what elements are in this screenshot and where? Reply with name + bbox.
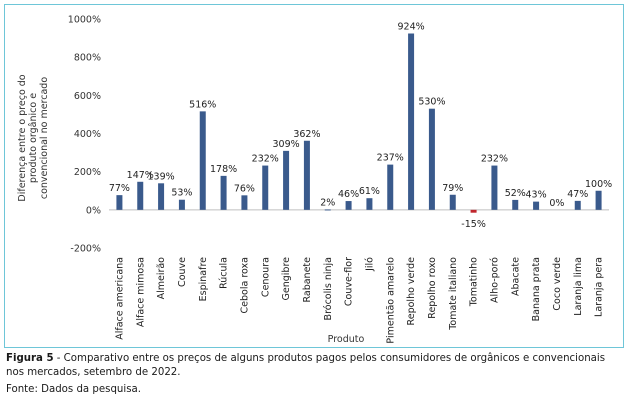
data-label: 53% <box>171 188 192 199</box>
data-label: 178% <box>210 164 237 175</box>
bar-12 <box>366 198 373 210</box>
data-label: 46% <box>338 189 359 200</box>
y-tick-label: 400% <box>74 129 101 140</box>
bar-0 <box>116 195 123 210</box>
bar-22 <box>574 200 581 210</box>
data-label: 237% <box>377 153 404 164</box>
y-axis-label: Diferença entre o preço doproduto orgâni… <box>17 74 50 201</box>
x-axis-label: Produto <box>328 334 365 345</box>
figure-caption: Figura 5 - Comparativo entre os preços d… <box>6 352 624 380</box>
x-tick-label: Jiló <box>364 257 375 272</box>
data-label: 147% <box>127 170 154 181</box>
bar-6 <box>241 195 248 210</box>
data-label: 232% <box>481 154 508 165</box>
data-label: 43% <box>526 190 547 201</box>
x-tick-label: Laranja lima <box>573 257 584 316</box>
x-tick-label: Abacate <box>510 257 521 296</box>
x-tick-label: Cebola roxa <box>239 257 250 313</box>
data-label: 47% <box>567 189 588 200</box>
bar-chart: 1000% 800% 600% 400% 200% 0% -200% Diferença en… <box>17 15 612 346</box>
x-tick-label: Alface americana <box>114 257 125 340</box>
bar-8 <box>283 150 290 210</box>
data-label: 52% <box>505 188 526 199</box>
data-label: 79% <box>442 183 463 194</box>
x-tick-label: Repolho roxo <box>427 257 438 319</box>
data-label: 77% <box>109 183 130 194</box>
x-tick-label: Alho-poró <box>489 257 500 303</box>
bar-13 <box>387 164 394 210</box>
x-tick-label: Pimentão amarelo <box>385 257 396 344</box>
y-tick-label: 1000% <box>68 15 101 26</box>
data-label: 100% <box>585 179 612 190</box>
bar-3 <box>178 199 185 210</box>
data-label: 2% <box>320 197 335 208</box>
bar-4 <box>199 111 206 210</box>
bar-18 <box>491 165 498 210</box>
data-label: 309% <box>272 139 299 150</box>
x-tick-label: Cenoura <box>260 257 271 297</box>
x-tick-label: Tomate italiano <box>448 257 459 331</box>
bar-23 <box>595 190 602 210</box>
data-label: 530% <box>418 97 445 108</box>
x-tick-label: Couve <box>177 257 188 287</box>
x-tick-label: Rúcula <box>219 257 230 289</box>
data-label: 232% <box>252 154 279 165</box>
y-tick-label: 800% <box>74 53 101 64</box>
x-tick-label: Couve-flor <box>344 257 355 306</box>
x-tick-label: Alface mimosa <box>135 257 146 327</box>
x-tick-label: Repolho verde <box>406 257 417 326</box>
x-tick-label: Brócolis ninja <box>323 257 334 320</box>
data-label: 362% <box>293 129 320 140</box>
bar-16 <box>449 194 456 210</box>
bar-7 <box>262 165 269 210</box>
data-label: 516% <box>189 99 216 110</box>
data-label: -15% <box>461 219 486 230</box>
y-tick-label: 200% <box>74 167 101 178</box>
figure-caption-text: - Comparativo entre os preços de alguns … <box>6 353 606 378</box>
y-tick-label: 0% <box>86 205 101 216</box>
bar-15 <box>428 108 435 210</box>
x-tick-label: Almeirão <box>156 257 167 300</box>
bar-17 <box>470 209 477 213</box>
figure-source: Fonte: Dados da pesquisa. <box>6 384 141 395</box>
data-label: 76% <box>234 183 255 194</box>
bar-11 <box>345 201 352 210</box>
x-tick-label: Tomatinho <box>469 257 480 307</box>
data-label: 139% <box>147 171 174 182</box>
bar-9 <box>303 140 310 210</box>
figure-label: Figura 5 <box>6 353 54 364</box>
bar-2 <box>158 183 165 210</box>
bar-20 <box>533 201 540 210</box>
y-tick-label: -200% <box>70 244 101 255</box>
bar-5 <box>220 175 227 210</box>
x-tick-label: Espinafre <box>198 257 209 302</box>
x-tick-label: Banana prata <box>531 257 542 321</box>
chart-frame: 1000% 800% 600% 400% 200% 0% -200% Diferença en… <box>4 4 624 348</box>
y-tick-label: 600% <box>74 91 101 102</box>
bar-14 <box>408 33 415 210</box>
bar-1 <box>137 181 144 210</box>
x-tick-label: Rabanete <box>302 257 313 303</box>
bar-10 <box>324 209 331 211</box>
data-label: 61% <box>359 186 380 197</box>
bar-19 <box>512 199 519 210</box>
x-tick-label: Laranja pera <box>594 257 605 317</box>
data-label: 924% <box>397 22 424 33</box>
x-tick-label: Coco verde <box>552 257 563 311</box>
data-label: 0% <box>549 198 564 209</box>
x-tick-label: Gengibre <box>281 257 292 301</box>
